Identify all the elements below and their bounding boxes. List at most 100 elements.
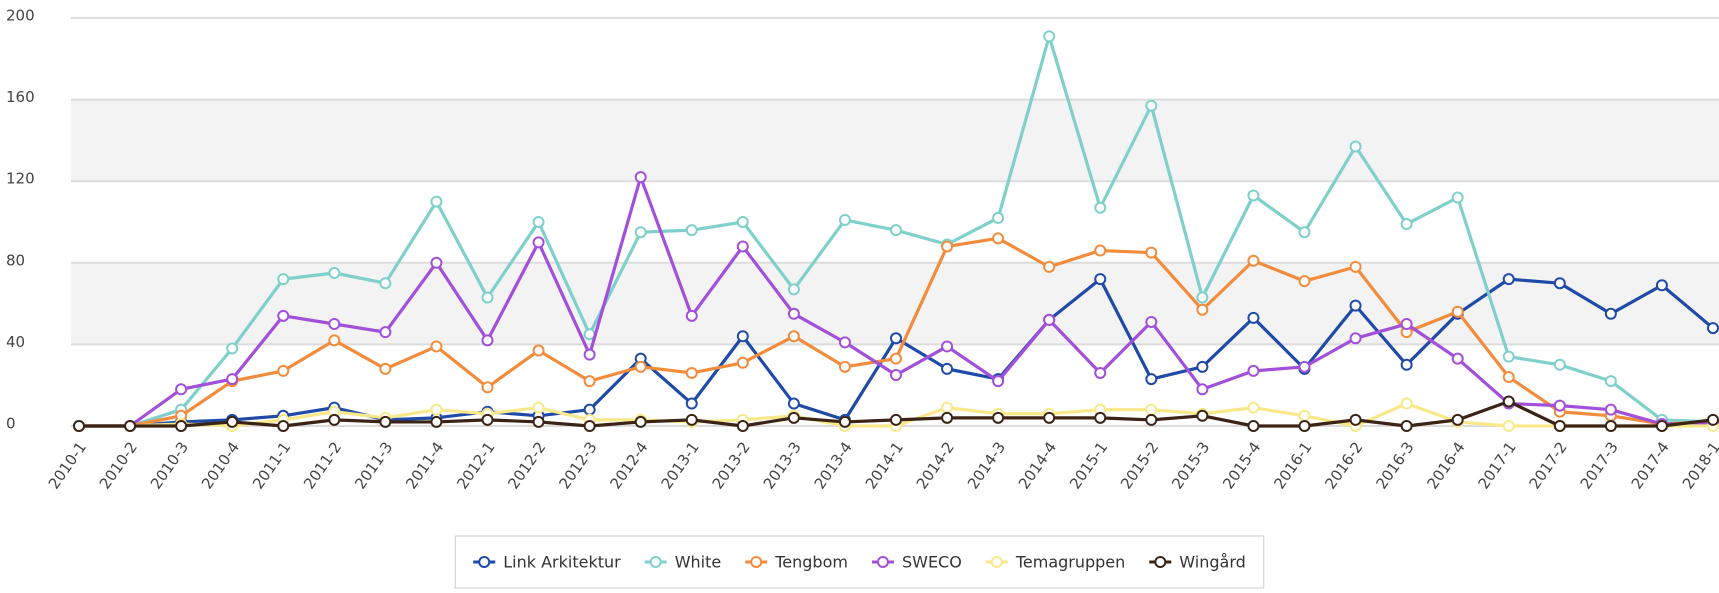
data-point	[430, 340, 443, 353]
data-point	[890, 332, 902, 345]
data-point	[1349, 299, 1362, 312]
data-point	[685, 309, 698, 322]
data-point	[1451, 191, 1464, 204]
y-tick-label: 120	[6, 170, 35, 188]
data-point	[1196, 409, 1209, 422]
grid-band	[71, 99, 1719, 182]
x-tick-label: 2018-1	[1679, 439, 1719, 493]
data-point	[583, 348, 596, 361]
data-point	[634, 226, 647, 239]
y-tick-label: 80	[6, 251, 25, 269]
legend-item: Link Arkitektur	[473, 553, 621, 572]
x-tick-label: 2013-2	[709, 439, 754, 493]
data-point	[736, 330, 749, 343]
x-tick-label: 2011-1	[249, 439, 294, 493]
data-point	[1298, 275, 1311, 288]
data-point	[992, 211, 1005, 224]
data-point	[634, 171, 647, 184]
data-point	[736, 356, 749, 369]
x-tick-label: 2015-3	[1168, 439, 1213, 493]
legend-label: White	[675, 553, 722, 572]
data-point	[634, 415, 647, 428]
data-point	[1196, 291, 1209, 304]
x-tick-label: 2016-1	[1270, 439, 1315, 493]
data-point	[277, 309, 290, 322]
data-point	[1502, 395, 1515, 408]
data-point	[1043, 411, 1056, 424]
legend-item: SWECO	[871, 553, 962, 572]
y-tick-label: 160	[6, 88, 35, 106]
data-point	[481, 334, 494, 347]
legend-marker	[478, 556, 491, 568]
x-tick-label: 2012-1	[453, 439, 498, 493]
legend-marker	[876, 556, 889, 568]
x-tick-label: 2010-4	[198, 439, 243, 493]
data-point	[1502, 420, 1515, 432]
data-point	[1145, 99, 1158, 112]
data-point	[379, 277, 392, 290]
x-tick-label: 2010-2	[96, 439, 141, 493]
x-tick-label: 2011-3	[351, 439, 396, 493]
data-point	[1400, 318, 1413, 330]
data-point	[532, 344, 545, 357]
data-point	[73, 420, 85, 432]
data-point	[685, 366, 698, 379]
x-tick-label: 2015-1	[1066, 439, 1111, 493]
data-point	[1502, 350, 1515, 363]
data-point	[787, 283, 800, 296]
data-point	[992, 232, 1005, 245]
legend-marker	[990, 556, 1003, 568]
data-point	[1707, 413, 1719, 426]
data-point	[1604, 307, 1617, 320]
data-point	[1655, 279, 1668, 292]
data-point	[1094, 273, 1107, 286]
data-point	[1400, 358, 1413, 371]
data-point	[430, 256, 443, 269]
data-point	[1553, 277, 1566, 290]
x-tick-label: 2013-1	[657, 439, 702, 493]
x-tick-label: 2014-3	[964, 439, 1009, 493]
x-tick-label: 2012-3	[555, 439, 600, 493]
data-point	[787, 411, 800, 424]
data-point	[1298, 226, 1311, 239]
data-point	[1298, 409, 1311, 422]
legend-item: Tengbom	[745, 553, 848, 572]
data-point	[1655, 420, 1668, 432]
data-point	[481, 413, 494, 426]
data-point	[1553, 420, 1566, 432]
data-point	[941, 401, 954, 414]
data-point	[379, 415, 392, 428]
data-point	[583, 403, 596, 416]
data-point	[685, 413, 698, 426]
data-point	[328, 334, 341, 347]
data-point	[736, 240, 749, 253]
legend-marker	[750, 556, 763, 568]
data-point	[787, 307, 800, 320]
legend-item: Temagruppen	[985, 553, 1125, 572]
data-point	[1145, 373, 1158, 386]
data-point	[992, 375, 1005, 388]
data-point	[1400, 420, 1413, 432]
data-point	[787, 397, 800, 410]
data-point	[941, 240, 954, 253]
data-point	[481, 381, 494, 394]
y-tick-label: 0	[6, 415, 16, 433]
x-tick-label: 2012-4	[606, 439, 651, 493]
legend-label: Tengbom	[774, 553, 848, 572]
data-point	[1502, 371, 1515, 384]
data-point	[1145, 413, 1158, 426]
data-point	[1400, 397, 1413, 410]
data-point	[1349, 140, 1362, 153]
legend-marker	[649, 556, 662, 568]
x-tick-label: 2014-2	[913, 439, 958, 493]
x-tick-label: 2013-4	[811, 439, 856, 493]
data-point	[1094, 201, 1107, 214]
data-point	[736, 420, 749, 432]
data-point	[838, 336, 851, 349]
data-point	[583, 375, 596, 388]
data-point	[1094, 366, 1107, 379]
data-point	[1196, 383, 1209, 396]
legend-label: Temagruppen	[1015, 553, 1125, 572]
data-point	[1043, 30, 1056, 43]
